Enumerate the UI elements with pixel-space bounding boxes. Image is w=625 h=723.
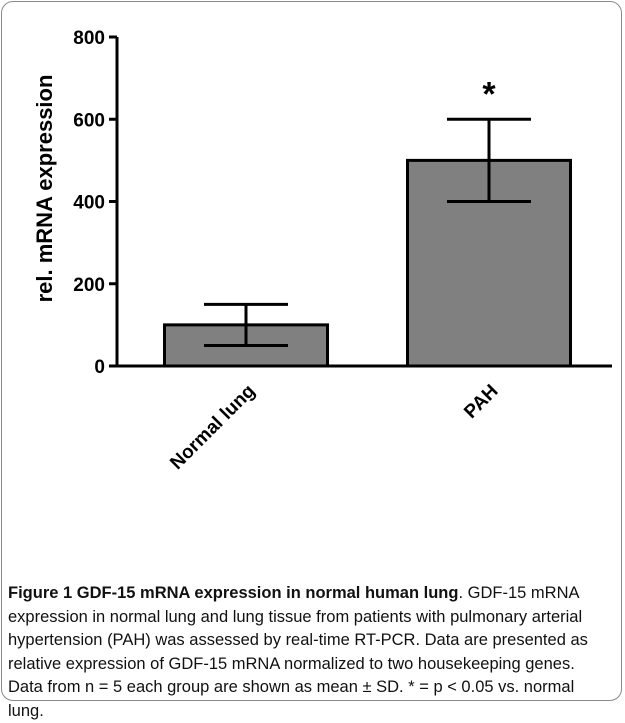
y-axis-label: rel. mRNA expression xyxy=(32,75,57,303)
x-tick-label: Normal lung xyxy=(166,381,259,474)
caption-body: GDF-15 mRNA expression in normal lung an… xyxy=(8,584,588,720)
x-tick-label: PAH xyxy=(460,381,502,423)
y-tick-label: 200 xyxy=(73,275,105,296)
caption-title: Figure 1 GDF-15 mRNA expression in norma… xyxy=(8,584,459,602)
y-tick-label: 800 xyxy=(73,28,105,49)
y-tick-label: 600 xyxy=(73,110,105,131)
bar xyxy=(406,158,572,368)
significance-annotation: * xyxy=(482,75,496,113)
y-tick-label: 400 xyxy=(73,193,105,214)
bar-chart: 0 200 400 600 800 rel. mRNA expression Normal … xyxy=(32,28,612,474)
figure-caption: Figure 1 GDF-15 mRNA expression in norma… xyxy=(8,582,613,723)
y-tick-label: 0 xyxy=(94,357,105,378)
caption-title-end: . xyxy=(458,584,464,602)
